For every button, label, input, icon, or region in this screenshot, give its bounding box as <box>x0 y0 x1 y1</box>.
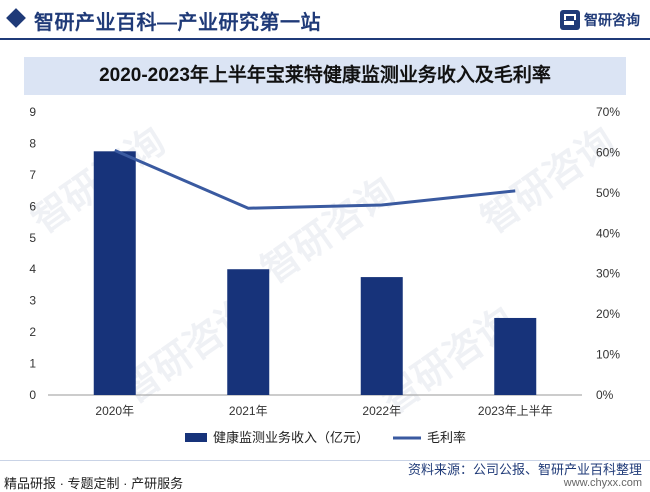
legend-bar-swatch <box>185 433 207 442</box>
y-left-tick-label: 5 <box>29 231 36 245</box>
category-labels: 2020年 2021年 2022年 2023年上半年 <box>95 404 552 418</box>
left-axis-ticks: 0 1 2 3 4 5 6 7 8 9 <box>29 105 36 402</box>
chart-title-band: 2020-2023年上半年宝莱特健康监测业务收入及毛利率 <box>24 57 626 95</box>
footer-url[interactable]: www.chyxx.com <box>563 477 642 489</box>
footer: 精品研报 · 专题定制 · 产研服务 资料来源：公司公报、智研产业百科整理 ww… <box>0 460 650 492</box>
y-left-tick-label: 8 <box>29 136 36 150</box>
y-left-tick-label: 1 <box>29 357 36 371</box>
y-right-tick-label: 30% <box>596 267 620 281</box>
legend-line-label: 毛利率 <box>427 430 466 445</box>
y-right-tick-label: 10% <box>596 348 620 362</box>
y-right-tick-label: 0% <box>596 388 614 402</box>
y-left-tick-label: 4 <box>29 262 36 276</box>
y-right-tick-label: 20% <box>596 307 620 321</box>
logo-text: 智研咨询 <box>584 12 640 28</box>
footer-source: 资料来源：公司公报、智研产业百科整理 <box>407 462 642 477</box>
logo-icon <box>560 10 580 30</box>
y-left-tick-label: 3 <box>29 294 36 308</box>
footer-divider <box>0 460 650 461</box>
bar <box>360 277 403 395</box>
y-left-tick-label: 9 <box>29 105 36 119</box>
y-left-tick-label: 7 <box>29 168 36 182</box>
y-right-tick-label: 60% <box>596 145 620 159</box>
x-category-label: 2021年 <box>229 404 268 418</box>
y-right-tick-label: 50% <box>596 186 620 200</box>
gross-margin-line <box>114 149 516 210</box>
footer-services: 精品研报 · 专题定制 · 产研服务 <box>4 476 184 491</box>
brand-logo[interactable]: 智研咨询 <box>560 10 640 30</box>
header: 智研产业百科—产业研究第一站 智研咨询 <box>0 0 650 40</box>
header-divider <box>0 38 650 40</box>
y-left-tick-label: 6 <box>29 199 36 213</box>
y-left-tick-label: 0 <box>29 388 36 402</box>
bar <box>227 269 270 395</box>
right-axis-ticks: 0% 10% 20% 30% 40% 50% 60% 70% <box>596 105 620 402</box>
bar <box>93 151 136 395</box>
x-category-label: 2023年上半年 <box>478 404 553 418</box>
chart-title: 2020-2023年上半年宝莱特健康监测业务收入及毛利率 <box>99 65 551 86</box>
site-title: 智研产业百科—产业研究第一站 <box>34 12 321 34</box>
legend: 健康监测业务收入（亿元） 毛利率 <box>185 430 466 445</box>
bar <box>494 317 537 395</box>
combo-chart: 0 1 2 3 4 5 6 7 8 9 0% 10% 20% 30% 40% 50% 60% 70% 2020年… <box>29 105 620 445</box>
diamond-icon <box>6 8 26 28</box>
x-category-label: 2020年 <box>95 404 134 418</box>
legend-bar-label: 健康监测业务收入（亿元） <box>213 430 369 445</box>
bar-series <box>93 151 537 395</box>
y-left-tick-label: 2 <box>29 325 36 339</box>
y-right-tick-label: 40% <box>596 226 620 240</box>
x-category-label: 2022年 <box>362 404 401 418</box>
y-right-tick-label: 70% <box>596 105 620 119</box>
